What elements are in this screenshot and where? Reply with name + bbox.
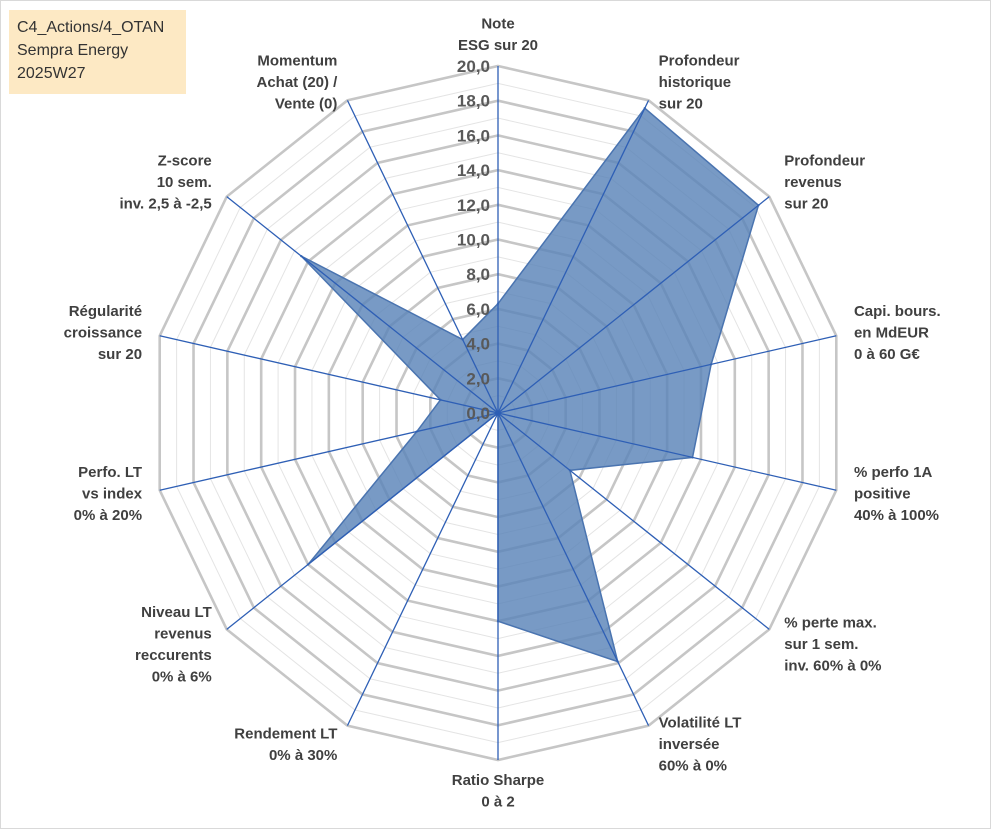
axis-label-line: vs index: [82, 485, 143, 502]
axis-spoke: [497, 335, 837, 414]
axis-label-line: inv. 2,5 à -2,5: [119, 195, 211, 212]
axis-spoke: [497, 412, 837, 491]
axis-label-line: Profondeur: [784, 152, 865, 169]
tick-label: 8,0: [466, 265, 490, 284]
info-line-group: C4_Actions/4_OTAN: [17, 19, 165, 36]
axis-spoke: [159, 412, 499, 491]
axis-label-line: Perfo. LT: [78, 464, 142, 481]
axis-label-line: positive: [854, 485, 911, 502]
tick-label: 18,0: [457, 92, 490, 111]
info-line-company: Sempra Energy: [17, 42, 129, 59]
axis-label-line: Note: [481, 16, 514, 33]
axis-label-line: sur 20: [659, 95, 703, 112]
axis-label-line: 10 sem.: [157, 174, 212, 191]
axis-label-line: 40% à 100%: [854, 507, 939, 524]
chart-info-box: C4_Actions/4_OTAN Sempra Energy 2025W27: [9, 10, 186, 94]
axis-label-line: reccurents: [135, 647, 212, 664]
axis-label-line: 60% à 0%: [659, 758, 727, 775]
tick-label: 12,0: [457, 196, 490, 215]
axis-label-line: Volatilité LT: [659, 715, 742, 732]
axis-label: Niveau LT revenus reccurents 0% à 6%: [135, 604, 212, 686]
axis-label-line: historique: [659, 74, 732, 91]
axis-label-line: Z-score: [158, 152, 212, 169]
axis-label-line: inversée: [659, 736, 720, 753]
axis-label: Volatilité LT inversée 60% à 0%: [659, 715, 742, 775]
axis-label: Profondeur historique sur 20: [659, 52, 740, 112]
axis-label-line: 0 à 60 G€: [854, 346, 921, 363]
axis-label-line: en MdEUR: [854, 325, 929, 342]
tick-label: 0,0: [466, 404, 490, 423]
axis-label-line: Niveau LT: [141, 604, 212, 621]
axis-label: Profondeur revenus sur 20: [784, 152, 865, 212]
axis-label: Perfo. LT vs index 0% à 20%: [74, 464, 143, 524]
axis-label-line: Capi. bours.: [854, 303, 941, 320]
axis-spoke: [226, 196, 499, 414]
axis-label-line: revenus: [154, 625, 212, 642]
axis-spoke: [226, 412, 499, 630]
axis-spoke: [159, 335, 499, 414]
axis-label-line: 0% à 6%: [152, 668, 212, 685]
axis-label: % perte max. sur 1 sem. inv. 60% à 0%: [784, 615, 881, 675]
axis-label: Note ESG sur 20: [458, 16, 538, 55]
axis-label-line: revenus: [784, 174, 842, 191]
tick-label: 14,0: [457, 161, 490, 180]
axis-label-line: sur 20: [98, 346, 142, 363]
axis-label: % perfo 1A positive 40% à 100%: [854, 464, 939, 524]
axis-label-line: croissance: [64, 325, 142, 342]
axis-spoke: [497, 412, 770, 630]
axis-label-line: Momentum: [257, 52, 337, 69]
axis-label: Z-score 10 sem. inv. 2,5 à -2,5: [119, 152, 211, 212]
axis-label-line: inv. 60% à 0%: [784, 658, 881, 675]
axis-label: Ratio Sharpe 0 à 2: [452, 772, 545, 811]
info-line-week: 2025W27: [17, 65, 86, 82]
tick-label: 4,0: [466, 335, 490, 354]
axis-label: Capi. bours. en MdEUR 0 à 60 G€: [854, 303, 941, 363]
axis-label: Régularité croissance sur 20: [64, 303, 142, 363]
tick-label: 10,0: [457, 231, 490, 250]
axis-spoke: [497, 412, 650, 726]
axis-label-line: Rendement LT: [234, 725, 337, 742]
axis-label: Momentum Achat (20) / Vente (0): [257, 52, 339, 112]
axis-label-line: 0 à 2: [481, 794, 514, 811]
tick-label: 2,0: [466, 369, 490, 388]
axis-label-line: 0% à 30%: [269, 747, 337, 764]
axis-label-line: 0% à 20%: [74, 507, 142, 524]
axis-label: Rendement LT 0% à 30%: [234, 725, 337, 764]
axis-label-line: Vente (0): [275, 95, 338, 112]
axis-label-line: Ratio Sharpe: [452, 772, 545, 789]
axis-spoke: [346, 100, 499, 414]
axis-spoke: [497, 100, 650, 414]
axis-label-line: sur 1 sem.: [784, 636, 858, 653]
axis-label-line: % perfo 1A: [854, 464, 933, 481]
tick-label: 16,0: [457, 126, 490, 145]
axis-label-line: Profondeur: [659, 52, 740, 69]
axis-spoke: [497, 196, 770, 414]
axis-label-line: Régularité: [69, 303, 142, 320]
axis-label-line: % perte max.: [784, 615, 877, 632]
axis-label-line: Achat (20) /: [257, 74, 339, 91]
axis-label-line: ESG sur 20: [458, 37, 538, 54]
tick-label: 6,0: [466, 300, 490, 319]
axis-spoke: [346, 412, 499, 726]
tick-label: 20,0: [457, 57, 490, 76]
axis-label-line: sur 20: [784, 195, 828, 212]
